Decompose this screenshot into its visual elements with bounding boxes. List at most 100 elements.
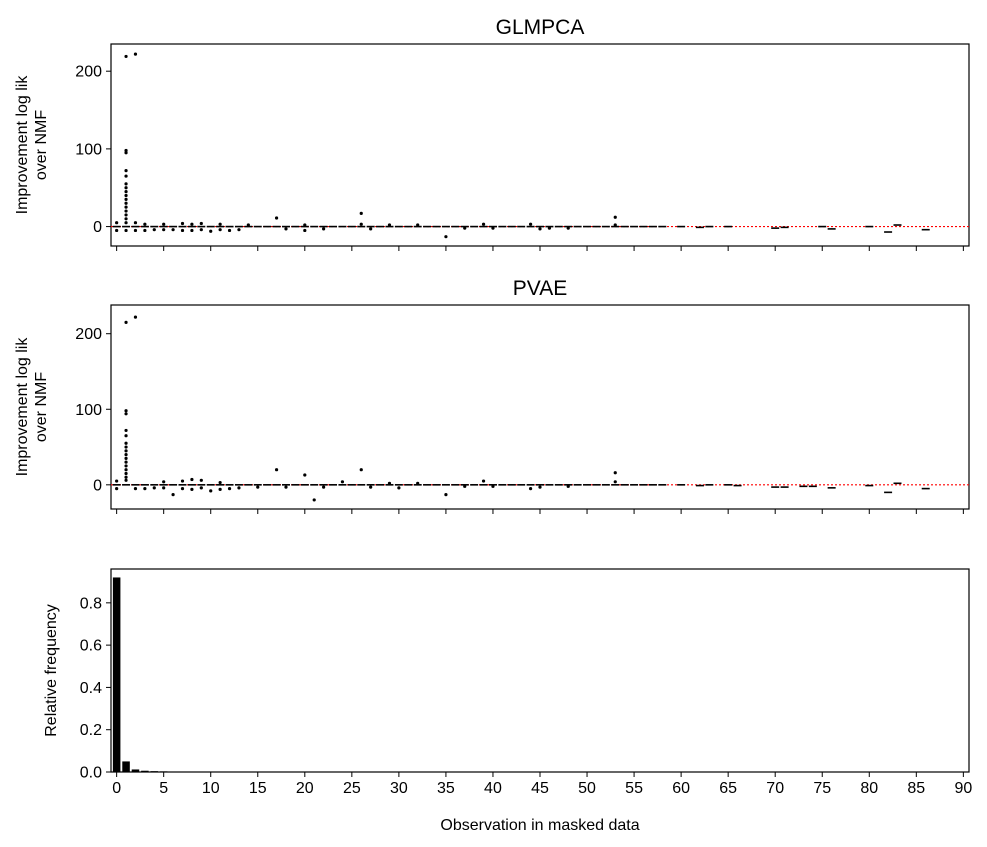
- panel-2-outlier-point: [162, 486, 166, 490]
- panel-2-outlier-point: [416, 481, 420, 485]
- panel-3-bar: [225, 771, 234, 773]
- panel-2-outlier-point: [124, 409, 128, 413]
- panel-2-outlier-point: [463, 484, 467, 488]
- panel-2-outlier-point: [340, 480, 345, 484]
- panel-3-xtick-label: 30: [390, 780, 408, 797]
- panel-2-outlier-point: [162, 480, 166, 484]
- panel-3-ytick-label: 0.2: [80, 722, 102, 739]
- panel-2-outlier-point: [124, 445, 128, 449]
- panel-1-outlier-point: [124, 201, 128, 205]
- panel-1-outlier-point: [162, 228, 166, 232]
- panel-1-outlier-point: [133, 221, 138, 225]
- panel-3-xtick-label: 65: [719, 780, 737, 797]
- panel-2-outlier-point: [444, 493, 448, 497]
- panel-1-ytick-label: 200: [75, 64, 102, 81]
- panel-1-outlier-point: [124, 228, 128, 233]
- panel-3-bar: [216, 771, 224, 773]
- panel-1-outlier-point: [124, 190, 128, 194]
- panel-2-outlier-point: [124, 434, 128, 438]
- panel-1-outlier-point: [133, 228, 138, 233]
- panel-1-outlier-point: [124, 205, 128, 209]
- panel-1-outlier-point: [124, 221, 128, 225]
- panel-2-outlier-point: [133, 487, 138, 491]
- panel-3-frame: [110, 568, 970, 773]
- panel-2-outlier-point: [312, 498, 316, 502]
- panel-1-outlier-point: [143, 222, 147, 226]
- panel-2-outlier-point: [190, 487, 194, 491]
- panel-1-outlier-point: [124, 217, 128, 221]
- panel-1-outlier-point: [491, 226, 495, 230]
- panel-1-outlier-point: [152, 228, 156, 232]
- panel-3-xtick-label: 60: [672, 780, 690, 797]
- panel-3-ytick-label: 0.8: [80, 595, 102, 612]
- panel-1-outlier-point: [322, 227, 326, 231]
- panel-1-outlier-point: [124, 213, 128, 217]
- panel-3-xtick-label: 25: [343, 780, 361, 797]
- panel-3-ytick-label: 0.6: [80, 638, 102, 655]
- panel-1-outlier-point: [613, 215, 617, 219]
- panel-3-xtick-label: 0: [112, 780, 121, 797]
- panel-1-outlier-point: [303, 223, 307, 227]
- panel-1-outlier-point: [218, 228, 222, 232]
- panel-2-outlier-point: [613, 480, 617, 484]
- panel-2-outlier-point: [397, 486, 401, 490]
- panel-1-outlier-point: [115, 221, 119, 225]
- panel-1-outlier-point: [162, 222, 166, 226]
- panel-2-outlier-point: [491, 484, 495, 488]
- panel-1-outlier-point: [199, 221, 203, 226]
- panel-1-frame: [110, 43, 970, 247]
- panel-1-outlier-point: [463, 226, 467, 230]
- panel-1-outlier-point: [180, 228, 185, 233]
- panel-3-bar: [122, 761, 130, 772]
- panel-2-outlier-point: [180, 479, 185, 483]
- panel-1-outlier-point: [124, 148, 128, 153]
- panel-1-outlier-point: [237, 228, 241, 232]
- panel-2-outlier-point: [322, 485, 326, 489]
- panel-1-outlier-point: [359, 222, 363, 226]
- panel-1-outlier-point: [613, 223, 617, 227]
- panel-2-ylabel-line2: over NMF: [33, 372, 50, 442]
- panel-1-outlier-point: [284, 227, 288, 231]
- panel-2-frame: [110, 304, 970, 510]
- panel-1-outlier-point: [124, 209, 128, 213]
- panel-2-ylabel-line1: Improvement log lik: [14, 337, 31, 477]
- panel-2-ytick-label: 0: [93, 477, 102, 494]
- panel-2-outlier-point: [566, 484, 570, 488]
- panel-3-bar: [169, 771, 177, 773]
- panel-1-outlier-point: [209, 229, 213, 233]
- panel-2-outlier-point: [274, 468, 279, 472]
- panel-3-xtick-label: 15: [249, 780, 267, 797]
- panel-2-title: PVAE: [513, 277, 567, 300]
- panel-1-outlier-point: [538, 227, 542, 231]
- panel-1-ytick-label: 100: [75, 141, 102, 158]
- panel-2-outlier-point: [227, 487, 232, 491]
- panel-2-outlier-point: [218, 487, 222, 491]
- panel-2-outlier-point: [237, 486, 241, 490]
- panel-1-outlier-point: [444, 235, 448, 239]
- panel-2-outlier-point: [256, 485, 260, 489]
- panel-2-outlier-point: [538, 485, 542, 489]
- panel-2-outlier-point: [124, 449, 128, 453]
- panel-3-bar: [112, 577, 121, 772]
- panel-1-outlier-point: [359, 211, 363, 215]
- panel-1-outlier-point: [190, 228, 194, 233]
- panel-2-outlier-point: [481, 479, 486, 483]
- panel-2-outlier-point: [124, 428, 128, 433]
- panel-2-outlier-point: [124, 453, 128, 457]
- panel-1-ytick-label: 0: [93, 219, 102, 236]
- panel-3-bar: [131, 769, 140, 772]
- panel-3-xtick-label: 45: [531, 780, 549, 797]
- panel-2-outlier-point: [171, 493, 175, 497]
- panel-1-outlier-point: [124, 54, 128, 59]
- panel-1-outlier-point: [124, 174, 128, 178]
- panel-3-xtick-label: 70: [766, 780, 784, 797]
- panel-3-bar: [159, 771, 168, 772]
- panel-2-outlier-point: [284, 485, 288, 489]
- panel-1-outlier-point: [143, 228, 147, 233]
- panel-3-xtick-label: 5: [159, 780, 168, 797]
- panel-2-outlier-point: [124, 468, 128, 472]
- panel-1-outlier-point: [481, 222, 486, 226]
- panel-2-outlier-point: [199, 486, 203, 490]
- panel-1-outlier-point: [124, 169, 128, 173]
